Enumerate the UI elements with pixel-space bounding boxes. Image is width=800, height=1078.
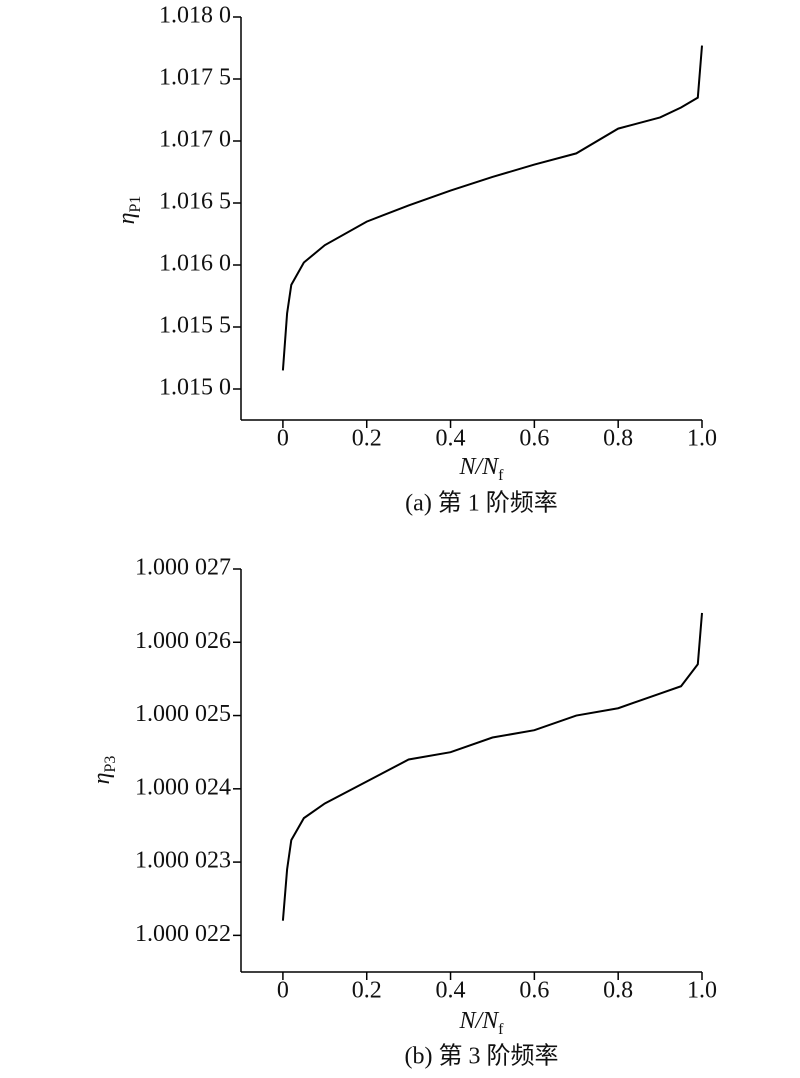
- x-tick-label: 0: [277, 426, 289, 452]
- y-label-sub: P3: [102, 756, 119, 773]
- y-tick-label: 1.015 0: [159, 375, 231, 401]
- x-label-main: N/N: [458, 1008, 500, 1034]
- y-tick-label: 1.000 025: [135, 701, 231, 727]
- x-tick-label: 0.4: [436, 426, 466, 452]
- x-label-sub: f: [498, 1021, 504, 1038]
- data-line: [281, 45, 703, 371]
- y-axis-label: ηP3: [89, 756, 119, 785]
- x-tick-label: 0.6: [519, 426, 549, 452]
- y-tick-label: 1.000 026: [135, 628, 231, 654]
- y-tick-label: 1.017 5: [159, 65, 231, 91]
- x-tick-label: 0.2: [352, 978, 382, 1004]
- x-tick-label: 0.2: [352, 426, 382, 452]
- y-tick-label: 1.017 0: [159, 127, 231, 153]
- y-tick-label: 1.000 023: [135, 848, 231, 874]
- y-label-main: η: [114, 213, 140, 225]
- y-tick-label: 1.016 0: [159, 251, 231, 277]
- caption: (b) 第 3 阶频率: [405, 1043, 559, 1070]
- y-tick-label: 1.000 024: [135, 774, 231, 800]
- x-tick-label: 0.8: [603, 426, 633, 452]
- x-tick-label: 0: [277, 978, 289, 1004]
- y-label-sub: P1: [127, 196, 144, 213]
- y-tick-label: 1.015 5: [159, 313, 231, 339]
- y-axis-label: ηP1: [114, 196, 144, 225]
- y-tick-label: 1.000 027: [135, 555, 231, 581]
- x-tick-label: 1.0: [687, 978, 717, 1004]
- caption: (a) 第 1 阶频率: [405, 490, 558, 517]
- x-axis-label: N/Nf: [458, 454, 504, 484]
- x-label-sub: f: [498, 467, 504, 484]
- x-tick-label: 1.0: [687, 426, 717, 452]
- x-tick-label: 0.6: [519, 978, 549, 1004]
- y-label-main: η: [89, 773, 115, 785]
- y-tick-label: 1.018 0: [159, 3, 231, 29]
- data-line: [281, 612, 703, 921]
- x-tick-label: 0.4: [436, 978, 466, 1004]
- x-tick-label: 0.8: [603, 978, 633, 1004]
- x-label-main: N/N: [458, 454, 500, 480]
- x-axis-label: N/Nf: [458, 1008, 504, 1038]
- y-tick-label: 1.000 022: [135, 921, 231, 947]
- y-tick-label: 1.016 5: [159, 189, 231, 215]
